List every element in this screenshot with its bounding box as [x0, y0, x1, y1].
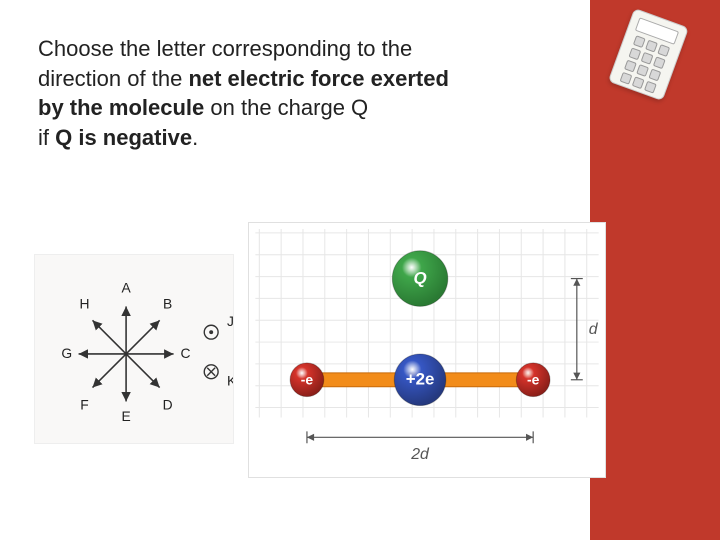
charge-Q-label: Q	[413, 269, 426, 288]
direction-A: A	[121, 280, 131, 296]
direction-D: D	[163, 396, 173, 412]
svg-text:K: K	[227, 373, 233, 389]
compass-diagram: A B C D E F G H J K	[34, 254, 234, 444]
q-line4-post: .	[192, 125, 198, 150]
svg-text:d: d	[589, 321, 599, 338]
direction-H: H	[80, 295, 90, 311]
q-line4-bold: Q is negative	[55, 125, 192, 150]
direction-B: B	[163, 295, 172, 311]
molecule-diagram: -e -e +2e Qd 2d	[248, 222, 606, 478]
q-line1: Choose the letter corresponding to the	[38, 36, 412, 61]
charge-center-label: +2e	[406, 370, 435, 389]
svg-text:J: J	[227, 313, 233, 329]
direction-G: G	[61, 345, 72, 361]
q-line3-bold: by the molecule	[38, 95, 204, 120]
q-line4-pre: if	[38, 125, 55, 150]
q-line3-post: on the charge Q	[204, 95, 368, 120]
direction-E: E	[121, 408, 130, 424]
question-text: Choose the letter corresponding to the d…	[38, 34, 478, 153]
q-line2-pre: direction of the	[38, 66, 188, 91]
direction-C: C	[180, 345, 190, 361]
charge-right-label: -e	[527, 372, 540, 388]
svg-text:2d: 2d	[410, 446, 430, 463]
q-line2-bold: net electric force exerted	[188, 66, 448, 91]
direction-F: F	[80, 396, 88, 412]
charge-left-label: -e	[301, 372, 314, 388]
